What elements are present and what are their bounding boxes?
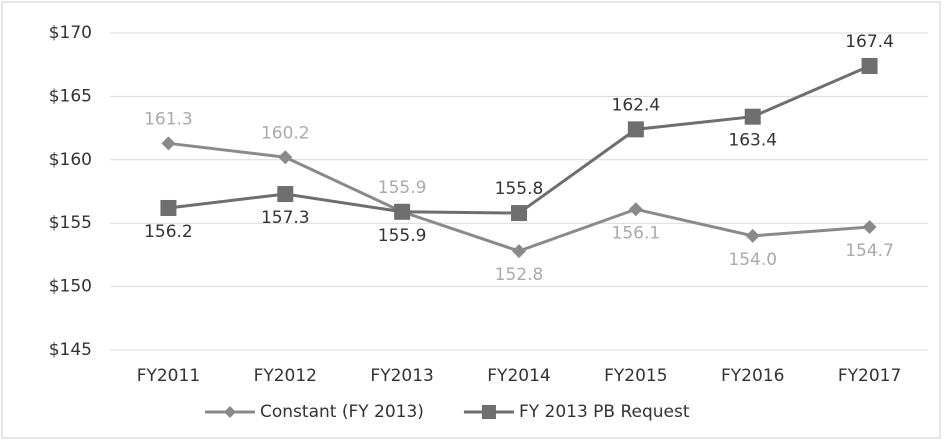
legend-label: FY 2013 PB Request xyxy=(519,402,690,422)
data-label: 154.7 xyxy=(845,241,894,261)
marker xyxy=(744,108,761,125)
data-label: 155.9 xyxy=(378,226,427,246)
marker xyxy=(278,150,293,165)
marker xyxy=(394,203,411,220)
marker xyxy=(277,186,294,203)
data-label: 167.4 xyxy=(845,32,894,52)
data-label: 161.3 xyxy=(144,109,193,129)
marker xyxy=(861,57,878,74)
marker xyxy=(628,202,643,217)
data-label: 152.8 xyxy=(495,265,544,285)
marker xyxy=(627,121,644,138)
data-label: 163.4 xyxy=(728,131,777,151)
x-tick-label: FY2013 xyxy=(370,366,433,386)
marker xyxy=(862,220,877,235)
legend-label: Constant (FY 2013) xyxy=(260,402,424,422)
x-tick-label: FY2014 xyxy=(487,366,550,386)
data-label: 154.0 xyxy=(728,250,777,270)
data-label: 157.3 xyxy=(261,208,310,228)
marker xyxy=(512,244,526,259)
data-label: 156.2 xyxy=(144,222,193,242)
y-tick-label: $165 xyxy=(49,86,92,106)
data-label: 156.1 xyxy=(612,223,661,243)
legend-marker xyxy=(224,406,236,418)
legend-marker xyxy=(481,405,496,419)
data-label: 155.8 xyxy=(495,179,544,199)
x-tick-label: FY2015 xyxy=(604,366,667,386)
x-tick-label: FY2012 xyxy=(254,366,317,386)
x-tick-label: FY2016 xyxy=(721,366,784,386)
y-tick-label: $150 xyxy=(49,277,92,297)
y-tick-label: $170 xyxy=(49,23,92,43)
data-label: 155.9 xyxy=(378,178,427,198)
marker xyxy=(161,136,176,151)
marker xyxy=(160,199,177,216)
y-tick-label: $155 xyxy=(49,213,92,233)
y-tick-label: $145 xyxy=(49,340,92,360)
marker xyxy=(511,205,527,222)
data-label: 160.2 xyxy=(261,123,310,143)
marker xyxy=(745,228,760,243)
x-tick-label: FY2011 xyxy=(137,366,200,386)
y-tick-label: $160 xyxy=(49,150,92,170)
x-tick-label: FY2017 xyxy=(838,366,901,386)
data-label: 162.4 xyxy=(612,95,661,115)
